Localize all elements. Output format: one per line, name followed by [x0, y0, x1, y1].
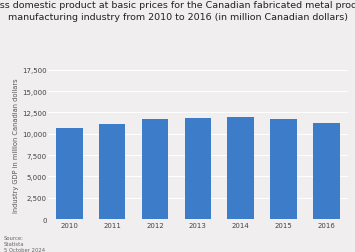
Bar	[56, 129, 83, 219]
Text: Source:
Statista
5 October 2024: Source: Statista 5 October 2024	[4, 235, 45, 252]
Bar	[271, 119, 297, 219]
Bar	[99, 124, 125, 219]
Bar	[228, 117, 254, 219]
Bar	[142, 120, 168, 219]
Bar	[185, 118, 211, 219]
Text: Gross domestic product at basic prices for the Canadian fabricated metal product: Gross domestic product at basic prices f…	[0, 1, 355, 22]
Bar	[313, 124, 340, 219]
Y-axis label: Industry GDP in million Canadian dollars: Industry GDP in million Canadian dollars	[13, 78, 19, 212]
